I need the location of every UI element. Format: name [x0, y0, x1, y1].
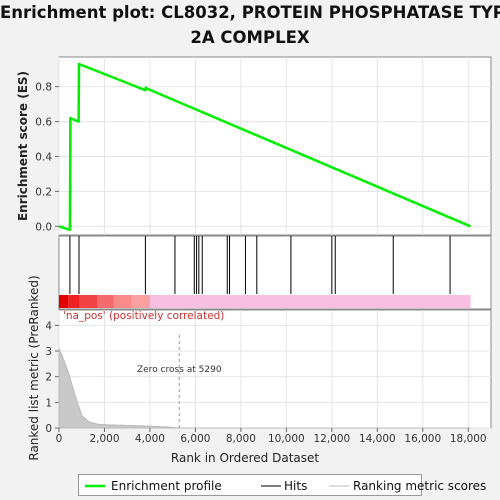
legend-ranking-label: Ranking metric scores: [353, 479, 487, 493]
metric-panel-frame: [58, 309, 492, 429]
metric-ylabel: Ranked list metric (PreRanked): [27, 275, 41, 460]
xtick-label-5: 10,000: [268, 433, 305, 445]
metric-ytick-label-0: 0: [45, 423, 52, 435]
metric-area: [58, 348, 471, 429]
rank-bar-neutral: [59, 295, 471, 308]
rank-bar-pos-segment-2: [79, 295, 98, 308]
es-curve: [58, 62, 471, 232]
es-ylabel: Enrichment score (ES): [16, 71, 30, 221]
xtick-label-4: 8,000: [226, 433, 256, 445]
metric-ytick-label-4: 4: [45, 320, 52, 332]
xtick-label-9: 18,000: [450, 433, 487, 445]
metric-ytick-label-2: 2: [45, 372, 52, 384]
es-ytick-label-2: 0.4: [35, 151, 52, 163]
rank-bar-pos-segment-1: [68, 295, 80, 308]
xtick-label-1: 2,000: [89, 433, 119, 445]
metric-ytick-label-3: 3: [45, 346, 52, 358]
xtick-label-3: 6,000: [180, 433, 210, 445]
chart-title-line-1: Enrichment plot: CL8032, PROTEIN PHOSPHA…: [0, 3, 500, 22]
legend: Enrichment profile Hits Ranking metric s…: [78, 474, 486, 496]
rank-bar-pos-segment-3: [97, 295, 114, 308]
zero-cross-label: Zero cross at 5290: [137, 365, 222, 375]
legend-enrichment-label: Enrichment profile: [111, 479, 222, 493]
metric-ytick-label-1: 1: [45, 397, 52, 409]
xtick-label-8: 16,000: [404, 433, 441, 445]
xtick-label-6: 12,000: [313, 433, 350, 445]
es-ytick-label-4: 0.8: [35, 82, 52, 94]
positive-correlation-label: 'na_pos' (positively correlated): [63, 310, 224, 322]
rank-bar-pos-segment-4: [113, 295, 132, 308]
xtick-label-7: 14,000: [359, 433, 396, 445]
rank-bar-pos-segment-5: [131, 295, 150, 308]
es-ytick-label-0: 0.0: [35, 221, 52, 233]
es-ytick-label-3: 0.6: [35, 117, 52, 129]
xtick-label-2: 4,000: [135, 433, 165, 445]
chart-title-line-2: 2A COMPLEX: [190, 28, 310, 47]
xtick-label-0: 0: [56, 433, 63, 445]
es-ytick-label-1: 0.2: [35, 186, 52, 198]
xlabel: Rank in Ordered Dataset: [171, 451, 319, 465]
rank-bar-pos-segment-0: [59, 295, 69, 308]
legend-hits-label: Hits: [284, 479, 308, 493]
